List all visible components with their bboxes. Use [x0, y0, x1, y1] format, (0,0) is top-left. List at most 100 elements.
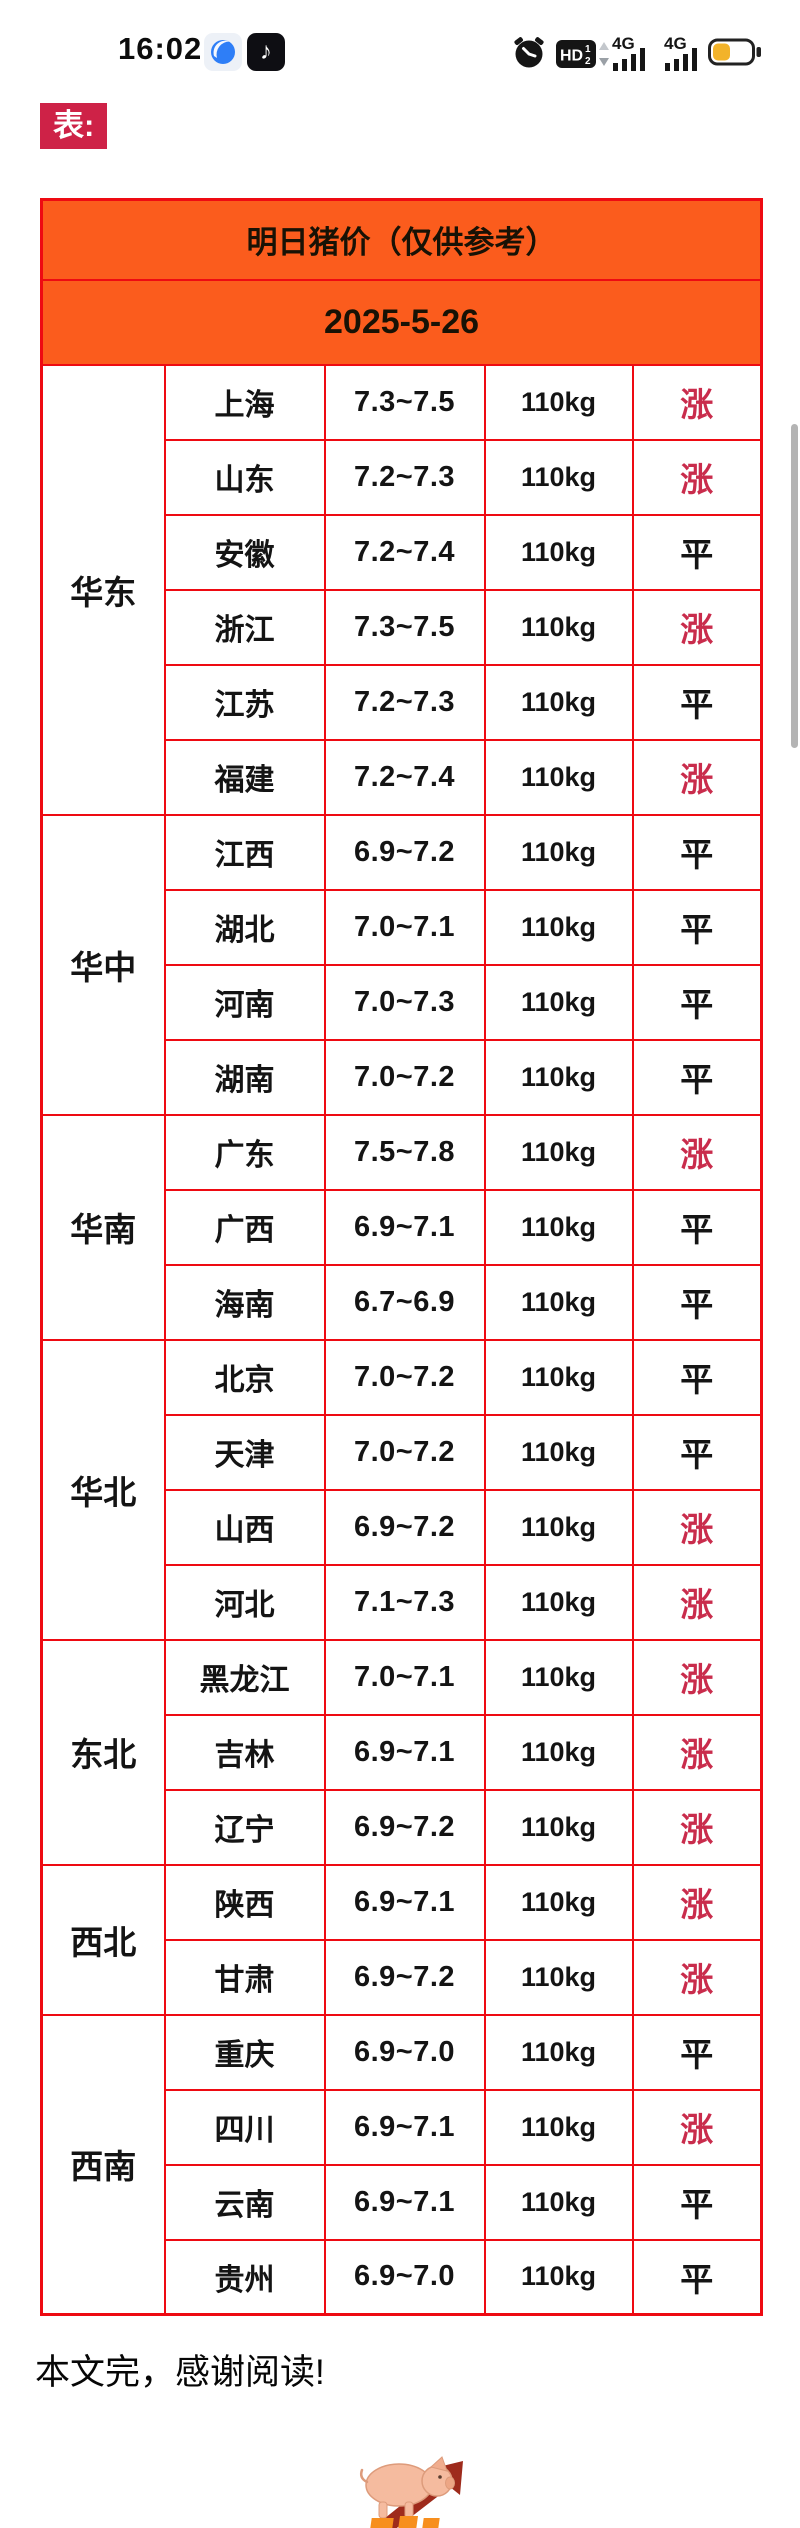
price-cell: 6.9~7.2 [323, 813, 486, 891]
province-cell: 江苏 [163, 663, 326, 741]
pig-arrow-logo [347, 2452, 483, 2528]
scrollbar-thumb[interactable] [791, 424, 798, 748]
province-cell: 辽宁 [163, 1788, 326, 1866]
table-date: 2025-5-26 [40, 278, 763, 366]
weight-cell: 110kg [483, 1488, 634, 1566]
trend-cell: 涨 [631, 1113, 763, 1191]
price-row: 吉林 6.9~7.1 110kg 涨 [42, 1713, 763, 1791]
price-cell: 7.5~7.8 [323, 1113, 486, 1191]
price-cell: 7.3~7.5 [323, 588, 486, 666]
price-cell: 6.9~7.1 [323, 1863, 486, 1941]
price-cell: 7.2~7.3 [323, 438, 486, 516]
price-table: 明日猪价（仅供参考） 2025-5-26 华东 上海 7.3~7.5 110kg 涨山东… [40, 198, 764, 2316]
province-cell: 吉林 [163, 1713, 326, 1791]
weight-cell: 110kg [483, 2088, 634, 2166]
weight-cell: 110kg [483, 738, 634, 816]
price-cell: 6.7~6.9 [323, 1263, 486, 1341]
weight-cell: 110kg [483, 2238, 634, 2316]
price-cell: 7.0~7.1 [323, 1638, 486, 1716]
province-cell: 陕西 [163, 1863, 326, 1941]
province-cell: 四川 [163, 2088, 326, 2166]
weight-cell: 110kg [483, 1788, 634, 1866]
price-cell: 7.2~7.3 [323, 663, 486, 741]
price-row: 山西 6.9~7.2 110kg 涨 [42, 1488, 763, 1566]
province-cell: 广东 [163, 1113, 326, 1191]
price-row: 贵州 6.9~7.0 110kg 平 [42, 2238, 763, 2316]
province-cell: 重庆 [163, 2013, 326, 2091]
province-cell: 山西 [163, 1488, 326, 1566]
price-row: 天津 7.0~7.2 110kg 平 [42, 1413, 763, 1491]
weight-cell: 110kg [483, 1938, 634, 2016]
price-row: 华中 江西 6.9~7.2 110kg 平 [40, 813, 763, 1116]
battery-fill [713, 43, 730, 61]
price-cell: 7.2~7.4 [323, 738, 486, 816]
trend-cell: 涨 [631, 1638, 763, 1716]
page-label: 表: [40, 103, 108, 149]
trend-cell: 涨 [631, 438, 763, 516]
price-cell: 6.9~7.1 [323, 2163, 486, 2241]
price-row: 河南 7.0~7.3 110kg 平 [42, 963, 763, 1041]
weight-cell: 110kg [483, 663, 634, 741]
province-cell: 江西 [163, 813, 326, 891]
trend-cell: 平 [631, 2238, 763, 2316]
price-cell: 6.9~7.1 [323, 1713, 486, 1791]
price-cell: 7.0~7.1 [323, 888, 486, 966]
province-cell: 云南 [163, 2163, 326, 2241]
price-row: 华南 广东 7.5~7.8 110kg 涨 [40, 1113, 763, 1341]
trend-cell: 涨 [631, 1563, 763, 1641]
price-cell: 7.0~7.2 [323, 1038, 486, 1116]
trend-cell: 平 [631, 513, 763, 591]
table-date-row: 2025-5-26 [40, 278, 763, 366]
price-row: 华北 北京 7.0~7.2 110kg 平 [40, 1338, 763, 1641]
price-row: 海南 6.7~6.9 110kg 平 [42, 1263, 763, 1341]
updown-arrows-icon [599, 42, 609, 71]
province-cell: 湖南 [163, 1038, 326, 1116]
province-cell: 上海 [163, 363, 326, 441]
weight-cell: 110kg [483, 1713, 634, 1791]
price-row: 东北 黑龙江 7.0~7.1 110kg 涨 [40, 1638, 763, 1866]
trend-cell: 平 [631, 1338, 763, 1416]
price-row: 浙江 7.3~7.5 110kg 涨 [42, 588, 763, 666]
province-cell: 甘肃 [163, 1938, 326, 2016]
trend-cell: 涨 [631, 2088, 763, 2166]
trend-cell: 涨 [631, 588, 763, 666]
trend-cell: 平 [631, 813, 763, 891]
weight-cell: 110kg [483, 2163, 634, 2241]
province-cell: 黑龙江 [163, 1638, 326, 1716]
region-cell: 华北 [40, 1338, 166, 1641]
messenger-app-icon [204, 33, 242, 71]
province-cell: 河南 [163, 963, 326, 1041]
music-note-glyph: ♪ [260, 38, 272, 65]
price-row: 辽宁 6.9~7.2 110kg 涨 [42, 1788, 763, 1866]
price-cell: 7.3~7.5 [323, 363, 486, 441]
trend-cell: 涨 [631, 1788, 763, 1866]
weight-cell: 110kg [483, 1338, 634, 1416]
price-row: 云南 6.9~7.1 110kg 平 [42, 2163, 763, 2241]
weight-cell: 110kg [483, 1113, 634, 1191]
province-cell: 浙江 [163, 588, 326, 666]
province-cell: 山东 [163, 438, 326, 516]
weight-cell: 110kg [483, 2013, 634, 2091]
price-row: 福建 7.2~7.4 110kg 涨 [42, 738, 763, 816]
price-row: 华东 上海 7.3~7.5 110kg 涨 [40, 363, 763, 816]
hd-sub: 2 [585, 56, 591, 67]
trend-cell: 涨 [631, 1938, 763, 2016]
price-row: 河北 7.1~7.3 110kg 涨 [42, 1563, 763, 1641]
signal-4g-icon: 4G [612, 34, 656, 77]
region-cell: 华东 [40, 363, 166, 816]
price-row: 西北 陕西 6.9~7.1 110kg 涨 [40, 1863, 763, 2016]
weight-cell: 110kg [483, 1638, 634, 1716]
price-row: 江苏 7.2~7.3 110kg 平 [42, 663, 763, 741]
trend-cell: 平 [631, 663, 763, 741]
svg-text:HD: HD [560, 48, 583, 65]
price-row: 广西 6.9~7.1 110kg 平 [42, 1188, 763, 1266]
trend-cell: 涨 [631, 1863, 763, 1941]
weight-cell: 110kg [483, 438, 634, 516]
province-cell: 安徽 [163, 513, 326, 591]
weight-cell: 110kg [483, 1863, 634, 1941]
weight-cell: 110kg [483, 1413, 634, 1491]
price-cell: 6.9~7.1 [323, 2088, 486, 2166]
price-cell: 6.9~7.2 [323, 1788, 486, 1866]
region-cell: 华南 [40, 1113, 166, 1341]
alarm-icon [512, 36, 546, 75]
